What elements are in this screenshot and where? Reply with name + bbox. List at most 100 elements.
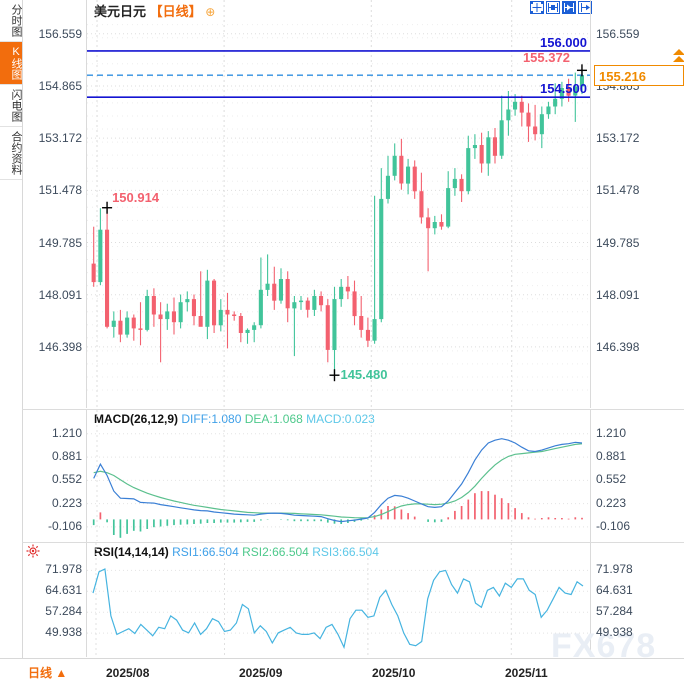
- exit-icon[interactable]: [578, 1, 592, 14]
- candlestick: [492, 128, 497, 164]
- price-y-tick-left: 154.865: [38, 78, 82, 93]
- rsi-y-tick-left: 71.978: [45, 562, 82, 577]
- sidebar-item-contract-info-label: 合约资料: [10, 131, 22, 175]
- candlestick: [278, 268, 283, 304]
- macd-dea-line: [93, 443, 583, 519]
- current-price-box[interactable]: 155.216: [594, 65, 684, 87]
- rsi2-value: RSI2:66.504: [242, 545, 309, 559]
- candlestick: [426, 208, 431, 272]
- candlestick: [372, 195, 377, 344]
- price-y-tick-right: 156.559: [596, 26, 640, 41]
- page-title: 美元日元 【日线】 ⊕: [94, 1, 215, 20]
- settings-sun-icon[interactable]: [26, 544, 40, 558]
- macd-y-tick-right: 0.552: [596, 472, 627, 487]
- candlestick: [365, 317, 370, 347]
- candlestick: [138, 302, 143, 346]
- symbol-label: 美元日元: [94, 4, 147, 19]
- recent-high-label: 155.372: [522, 50, 570, 66]
- candlestick: [446, 171, 451, 229]
- candlestick: [553, 83, 558, 115]
- candlestick: [399, 138, 404, 190]
- macd-diff-value: DIFF:1.080: [181, 412, 242, 426]
- macd-diff-line: [93, 438, 583, 523]
- candlestick: [125, 311, 130, 338]
- rsi-plot-area[interactable]: [86, 543, 591, 657]
- support-level-label: 154.500: [540, 81, 587, 97]
- candlestick: [292, 296, 297, 357]
- chart-tool-icon[interactable]: [562, 1, 576, 14]
- crosshair-icon[interactable]: [530, 1, 544, 14]
- left-sidebar: 分时图 K线图闪电图合约资料: [0, 0, 23, 658]
- candlestick: [379, 168, 384, 323]
- macd-y-tick-left: 1.210: [51, 425, 82, 440]
- candlestick: [118, 309, 123, 343]
- price-plot-area[interactable]: [86, 0, 591, 408]
- macd-macd-value: MACD:0.023: [306, 412, 375, 426]
- candlestick: [218, 299, 223, 332]
- sidebar-item-intraday[interactable]: 分时图: [0, 0, 22, 42]
- rsi1-value: RSI1:66.504: [172, 545, 239, 559]
- candlestick: [466, 135, 471, 195]
- rsi-y-tick-right: 57.284: [596, 604, 633, 619]
- macd-y-tick-right: -0.106: [596, 518, 631, 533]
- rsi-title: RSI(14,14,14): [94, 545, 169, 559]
- price-y-tick-right: 148.091: [596, 287, 640, 302]
- bottom-axis-bar: [0, 658, 684, 685]
- candlestick: [526, 103, 531, 142]
- candlestick: [312, 289, 317, 316]
- rsi-line: [92, 568, 584, 650]
- macd-y-tick-right: 0.881: [596, 449, 627, 464]
- price-y-tick-right: 149.785: [596, 235, 640, 250]
- x-axis-tick: 2025/10: [372, 666, 416, 680]
- price-y-tick-right: 146.398: [596, 339, 640, 354]
- swing-high-label: 150.914: [112, 189, 160, 205]
- measure-icon[interactable]: [546, 1, 560, 14]
- recent-high-marker: [576, 64, 587, 77]
- candlestick: [472, 134, 477, 159]
- price-y-tick-left: 151.478: [38, 183, 82, 198]
- candlestick: [191, 294, 196, 326]
- macd-panel: MACD(26,12,9) DIFF:1.080 DEA:1.068 MACD:…: [22, 409, 684, 542]
- sidebar-item-candlestick[interactable]: K线图: [0, 42, 22, 85]
- rsi-panel: RSI(14,14,14) RSI1:66.504 RSI2:66.504 RS…: [22, 542, 684, 657]
- macd-plot-area[interactable]: [86, 410, 591, 542]
- candlestick: [232, 311, 237, 321]
- candlestick: [245, 328, 250, 344]
- candlestick: [165, 303, 170, 330]
- candlestick: [432, 215, 437, 235]
- globe-icon: ⊕: [205, 5, 216, 19]
- sidebar-item-lightning-label: 闪电图: [10, 89, 22, 122]
- rsi-y-tick-right: 64.631: [596, 583, 633, 598]
- candlestick: [412, 160, 417, 199]
- rsi-y-tick-right: 71.978: [596, 562, 633, 577]
- candlestick: [305, 297, 310, 318]
- rsi-y-tick-left: 57.284: [45, 604, 82, 619]
- candlestick: [198, 271, 203, 327]
- candlestick: [499, 95, 504, 159]
- rsi3-value: RSI3:66.504: [312, 545, 379, 559]
- candlestick: [559, 81, 564, 107]
- price-y-tick-left: 156.559: [38, 26, 82, 41]
- sidebar-item-contract-info[interactable]: 合约资料: [0, 127, 22, 180]
- macd-dea-value: DEA:1.068: [244, 412, 303, 426]
- sidebar-item-lightning[interactable]: 闪电图: [0, 85, 22, 127]
- candlestick: [419, 172, 424, 224]
- sidebar-item-candlestick-label: K线图: [10, 46, 22, 80]
- price-y-tick-left: 148.091: [38, 287, 82, 302]
- candlestick: [285, 271, 290, 323]
- candlestick: [479, 132, 484, 173]
- x-axis-tick: 2025/09: [239, 666, 283, 680]
- price-y-tick-left: 146.398: [38, 339, 82, 354]
- timeframe-badge[interactable]: 日线 ▲: [28, 666, 68, 680]
- candlestick: [171, 297, 176, 335]
- macd-y-tick-right: 0.223: [596, 495, 627, 510]
- candlestick: [212, 279, 217, 333]
- candlestick: [546, 101, 551, 119]
- candlestick: [385, 155, 390, 204]
- candlestick: [105, 207, 110, 329]
- macd-y-tick-left: 0.552: [51, 472, 82, 487]
- chart-frame: 美元日元 【日线】 ⊕: [22, 0, 684, 684]
- candlestick: [339, 279, 344, 307]
- candlestick: [533, 104, 538, 141]
